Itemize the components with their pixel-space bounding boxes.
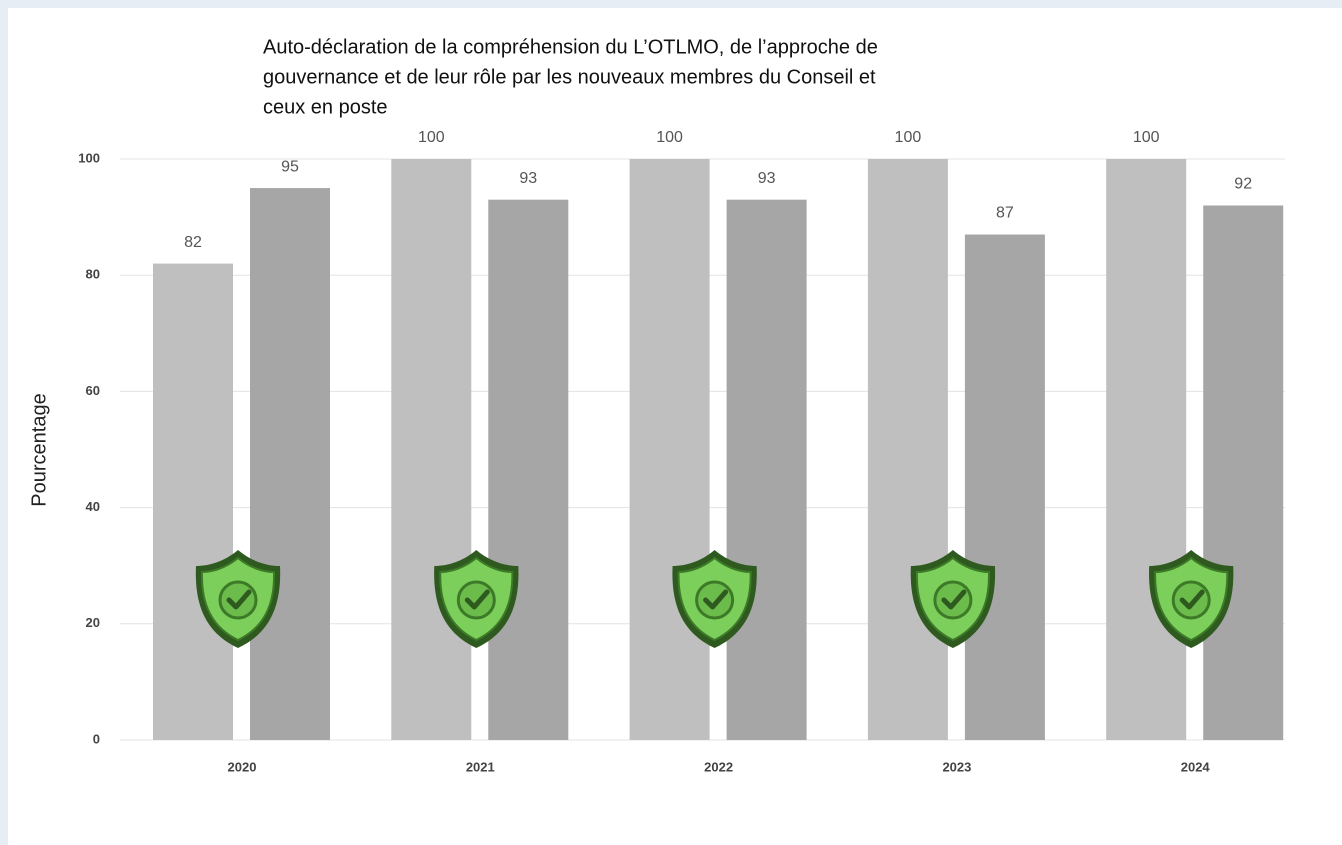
- value-label: 93: [758, 170, 776, 187]
- bar: [1203, 205, 1284, 741]
- shield-badge: [456, 580, 496, 620]
- shield-badge: [695, 580, 735, 620]
- shield-badge: [218, 580, 258, 620]
- value-label: 93: [519, 170, 537, 187]
- shield-icon: [910, 550, 996, 648]
- bar: [153, 263, 233, 740]
- value-label: 100: [1133, 129, 1160, 146]
- value-label: 95: [281, 158, 299, 175]
- x-tick-label: 2021: [466, 759, 495, 774]
- shield-icon: [434, 550, 519, 648]
- chart-title: ceux en poste: [263, 96, 388, 118]
- check-mark: [1179, 589, 1205, 610]
- value-label: 92: [1234, 176, 1252, 193]
- y-tick-label: 20: [86, 615, 100, 630]
- y-tick-label: 60: [86, 383, 100, 398]
- shield-badge: [1171, 580, 1211, 620]
- x-tick-label: 2023: [942, 759, 971, 774]
- value-label: 100: [656, 129, 683, 146]
- bar: [964, 234, 1045, 740]
- y-tick-label: 100: [78, 150, 100, 165]
- y-tick-label: 80: [86, 267, 100, 282]
- bar: [250, 188, 330, 741]
- bar: [629, 159, 710, 740]
- x-tick-label: 2022: [704, 759, 733, 774]
- bar: [1106, 159, 1187, 740]
- chart-title: gouvernance et de leur rôle par les nouv…: [263, 66, 876, 88]
- y-axis-label: Pourcentage: [28, 393, 50, 506]
- shield-icon: [1149, 550, 1234, 648]
- bar: [488, 199, 569, 741]
- shield-badge: [933, 580, 973, 620]
- check-mark: [464, 589, 490, 610]
- value-label: 82: [184, 234, 202, 251]
- value-label: 100: [895, 129, 922, 146]
- shield-icon: [195, 550, 281, 648]
- value-label: 87: [996, 205, 1014, 222]
- check-mark: [941, 589, 967, 610]
- y-tick-label: 40: [86, 499, 100, 514]
- y-tick-label: 0: [93, 731, 100, 746]
- bar: [726, 199, 807, 741]
- check-mark: [703, 589, 729, 610]
- value-label: 100: [418, 129, 445, 146]
- chart-title: Auto-déclaration de la compréhension du …: [263, 36, 878, 58]
- x-tick-label: 2020: [228, 759, 257, 774]
- check-mark: [226, 589, 252, 610]
- bar: [867, 159, 948, 740]
- bar: [391, 159, 472, 740]
- x-tick-label: 2024: [1181, 759, 1211, 774]
- shield-icon: [672, 550, 757, 648]
